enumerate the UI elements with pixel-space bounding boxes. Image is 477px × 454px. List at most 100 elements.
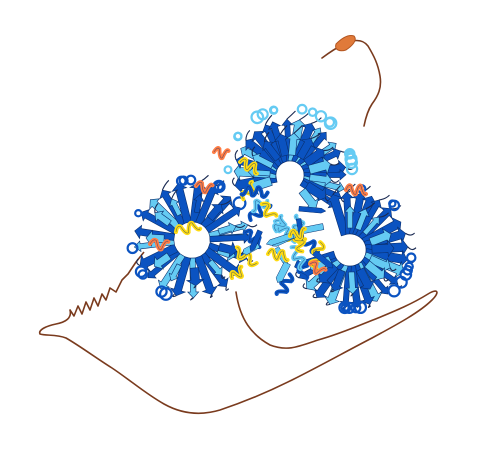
beta-strand	[303, 146, 325, 168]
loop	[331, 179, 340, 183]
low-confidence-helices	[148, 146, 368, 280]
surface-loop	[404, 261, 414, 272]
beta-strand	[312, 250, 334, 269]
loop	[279, 125, 288, 135]
beta-strand	[140, 208, 179, 235]
loop	[154, 203, 159, 213]
loop	[225, 286, 230, 291]
alpha-helix-outline	[309, 261, 326, 274]
beta-strand	[296, 138, 316, 161]
beta-strand	[364, 260, 385, 281]
beta-strand	[149, 198, 182, 231]
surface-loop	[175, 175, 187, 187]
loop	[235, 224, 246, 229]
surface-loop	[233, 131, 243, 141]
loop	[251, 146, 256, 156]
loop	[302, 283, 307, 290]
surface-loop	[314, 110, 328, 123]
surface-loop	[232, 196, 247, 211]
beta-strand	[168, 263, 182, 282]
alpha-helix-outline	[267, 249, 288, 261]
surface-loop	[214, 181, 226, 193]
loop	[293, 125, 303, 134]
surface-loop	[155, 285, 168, 298]
beta-strand	[317, 262, 339, 284]
beta-strand	[169, 255, 192, 297]
beta-strand	[309, 172, 333, 187]
loop	[312, 293, 317, 299]
surface-loop	[345, 162, 359, 176]
alpha-helix-outline	[239, 158, 258, 174]
loop	[172, 293, 177, 298]
surface-loop	[353, 300, 368, 314]
loop	[221, 274, 226, 279]
loop	[350, 293, 354, 297]
alpha-helix-outline	[289, 228, 306, 239]
loop	[367, 304, 371, 308]
loop	[332, 185, 341, 195]
beta-strand	[298, 187, 320, 209]
alpha-helix-outline	[231, 266, 243, 279]
surface-loop	[137, 269, 149, 280]
disordered-coil-bottom	[38, 290, 438, 415]
loop	[221, 199, 232, 206]
loop	[286, 110, 296, 120]
alpha-helix-outline	[276, 274, 293, 294]
loop	[171, 189, 178, 199]
loop	[330, 162, 340, 166]
surface-loop	[323, 116, 338, 130]
loop	[264, 114, 273, 126]
surface-loop	[250, 110, 265, 125]
loop	[365, 202, 376, 210]
beta-strand	[273, 133, 291, 157]
disordered-coil-left	[69, 251, 145, 317]
alpha-helix-outline	[149, 239, 169, 250]
beta-strand	[252, 152, 275, 169]
surface-loop	[269, 105, 279, 115]
central-core	[234, 179, 334, 296]
terminal-helix-top	[335, 35, 356, 52]
alpha-helix-outline	[244, 230, 260, 248]
beta-strand	[154, 210, 172, 227]
loop	[245, 130, 251, 141]
beta-strand	[354, 208, 370, 231]
alpha-helix-outline	[175, 222, 201, 234]
beta-strand	[285, 132, 302, 156]
beta-strand	[193, 194, 205, 214]
loop	[209, 294, 213, 298]
beta-strand	[171, 183, 192, 224]
loop	[247, 224, 258, 228]
beta-strand	[159, 189, 187, 227]
loop	[263, 131, 270, 142]
surface-loop	[307, 107, 318, 118]
loop	[311, 117, 322, 124]
alpha-helix-outline	[241, 186, 268, 198]
beta-strand	[362, 216, 380, 236]
beta-strand	[265, 232, 295, 246]
surface-loop	[388, 199, 401, 212]
alpha-helix-outline	[195, 181, 213, 193]
loop	[325, 301, 330, 306]
beta-strand	[217, 241, 237, 259]
beta-strand	[217, 222, 237, 235]
beta-strand	[275, 261, 291, 283]
surface-loop	[126, 242, 139, 255]
loop	[316, 277, 320, 283]
alpha-helix-outline	[213, 147, 229, 159]
loop	[136, 258, 141, 267]
beta-strand	[185, 267, 205, 287]
beta-strand	[153, 252, 172, 270]
loop	[383, 277, 389, 282]
beta-strand	[355, 267, 376, 290]
surface-loop	[387, 284, 401, 298]
loop	[310, 132, 321, 140]
loop	[323, 146, 334, 151]
beta-strand	[262, 141, 281, 162]
beta-strand	[169, 198, 183, 217]
loop	[407, 246, 417, 251]
loop	[161, 179, 170, 191]
beta-strand	[328, 268, 346, 292]
alpha-helix-outline	[345, 185, 367, 195]
